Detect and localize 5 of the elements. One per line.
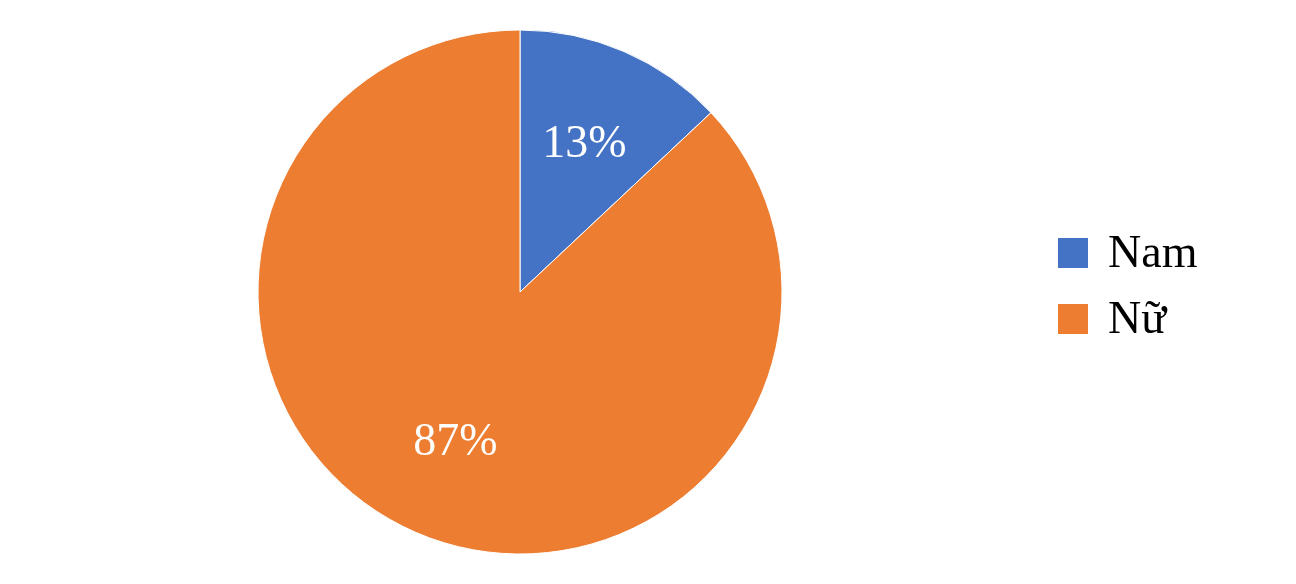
- data-label: 87%: [413, 414, 498, 466]
- pie-slice: [257, 29, 783, 555]
- legend-label: Nam: [1108, 226, 1198, 277]
- data-label: 13%: [542, 115, 627, 167]
- legend-label: Nữ: [1108, 292, 1169, 343]
